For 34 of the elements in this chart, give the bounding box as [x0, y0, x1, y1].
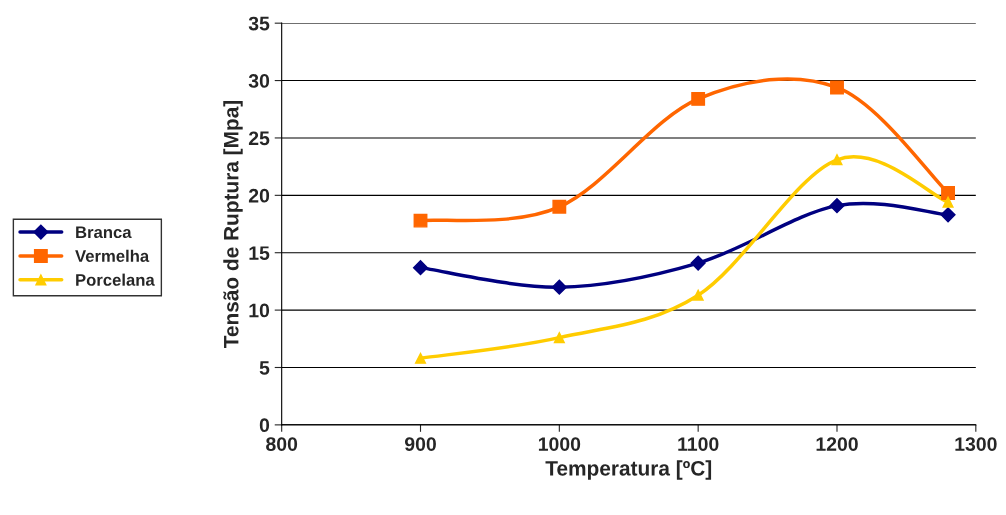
- y-tick-label: 20: [248, 188, 270, 203]
- point: [691, 91, 706, 106]
- point: [831, 154, 843, 166]
- legend-label: Porcelana: [76, 273, 155, 286]
- y-tick-label: 10: [249, 303, 270, 318]
- y-axis-title: Tensão de Ruptura [Mpa]: [223, 100, 243, 349]
- x-tick-label: 800: [266, 437, 298, 451]
- x-tick-label: 1100: [678, 437, 719, 451]
- x-tick-label: 1300: [955, 437, 997, 451]
- y-tick-label: 0: [259, 418, 270, 433]
- point: [551, 279, 567, 295]
- point: [692, 289, 704, 301]
- x-tick-label: 1000: [538, 437, 581, 451]
- point: [942, 196, 954, 208]
- point: [552, 199, 567, 214]
- x-tick-label: 900: [404, 437, 436, 451]
- point: [940, 207, 956, 223]
- y-tick-label: 25: [248, 131, 270, 146]
- y-tick-label: 30: [248, 74, 270, 88]
- point: [414, 352, 427, 364]
- point: [830, 80, 844, 95]
- point: [412, 260, 429, 276]
- point: [553, 332, 565, 344]
- y-tick-label: 35: [248, 16, 270, 31]
- point: [829, 198, 845, 214]
- y-tick-label: 15: [249, 246, 270, 260]
- point: [690, 255, 706, 271]
- point: [413, 213, 428, 228]
- y-tick-label: 5: [259, 361, 270, 375]
- legend-label: Branca: [76, 226, 132, 239]
- point: [941, 186, 955, 200]
- x-tick-label: 1200: [816, 437, 858, 451]
- legend-label: Vermelha: [75, 249, 150, 262]
- x-axis-title: Temperatura [ºC]: [545, 460, 712, 480]
